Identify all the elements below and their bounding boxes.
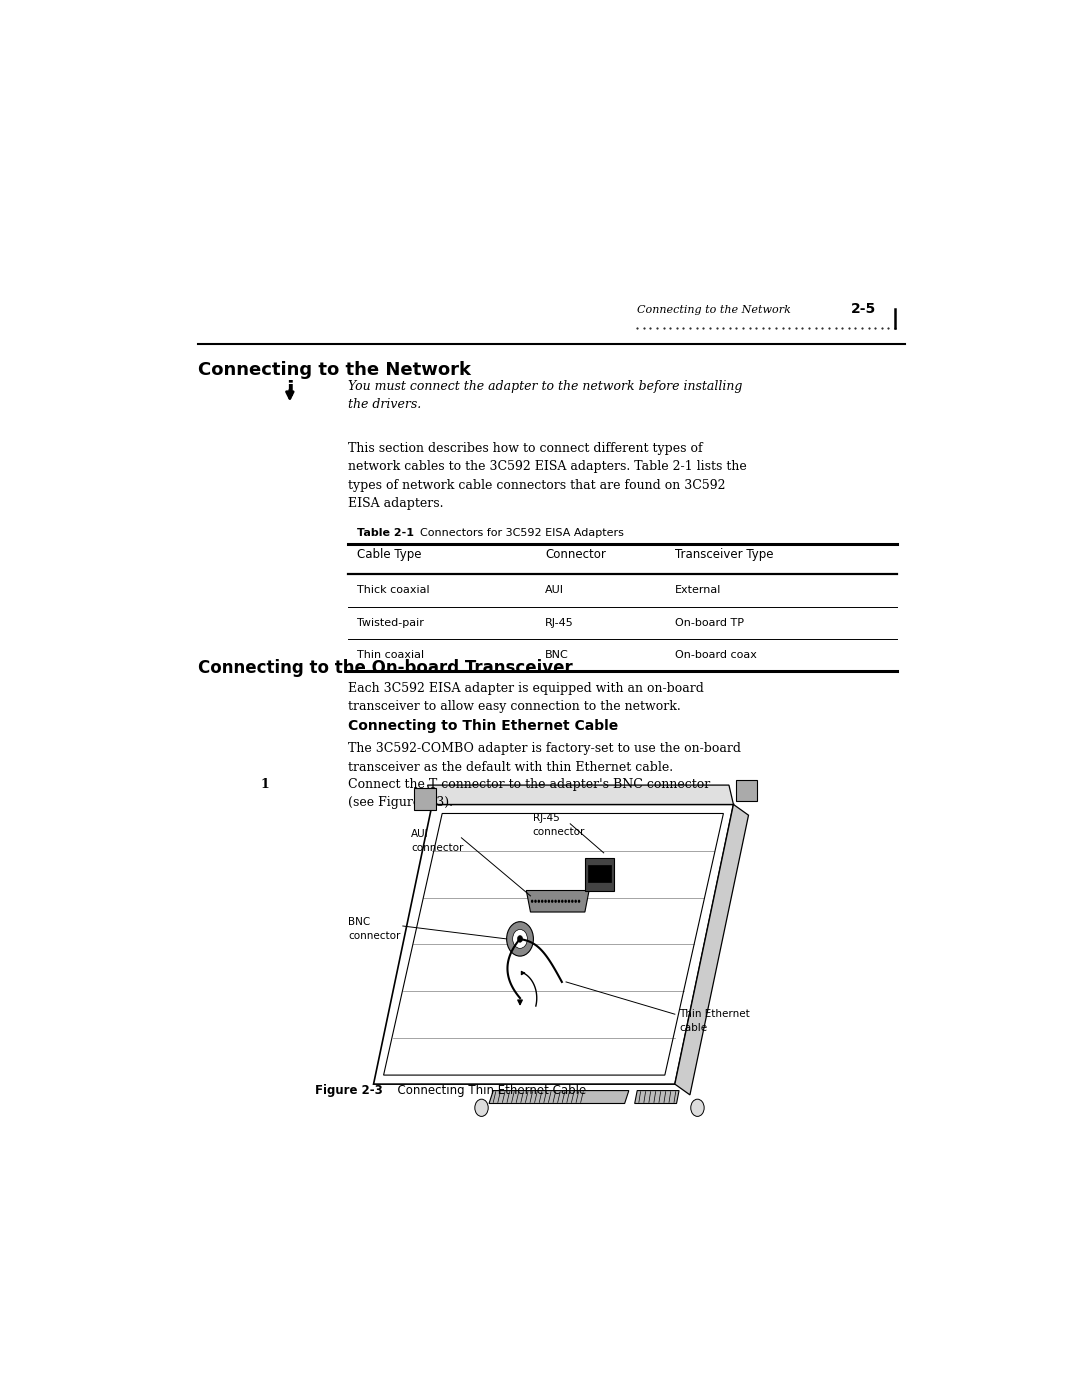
Circle shape — [578, 900, 580, 902]
Circle shape — [544, 900, 546, 902]
Polygon shape — [635, 1091, 679, 1104]
Text: 2-5: 2-5 — [851, 302, 876, 316]
Polygon shape — [374, 805, 733, 1084]
Polygon shape — [585, 858, 615, 890]
Text: BNC: BNC — [349, 918, 370, 928]
Polygon shape — [489, 1091, 629, 1104]
Circle shape — [551, 900, 554, 902]
Text: Connecting to the Network: Connecting to the Network — [637, 305, 791, 314]
Text: Thin coaxial: Thin coaxial — [356, 650, 424, 659]
Circle shape — [513, 929, 527, 949]
Circle shape — [535, 900, 537, 902]
Polygon shape — [589, 865, 611, 882]
Text: RJ-45: RJ-45 — [545, 617, 573, 627]
Circle shape — [565, 900, 567, 902]
Circle shape — [568, 900, 570, 902]
Text: Connecting Thin Ethernet Cable: Connecting Thin Ethernet Cable — [390, 1084, 586, 1097]
Text: Each 3C592 EISA adapter is equipped with an on-board
transceiver to allow easy c: Each 3C592 EISA adapter is equipped with… — [349, 682, 704, 714]
Circle shape — [538, 900, 540, 902]
Circle shape — [557, 900, 561, 902]
Text: Connectors for 3C592 EISA Adapters: Connectors for 3C592 EISA Adapters — [420, 528, 623, 538]
Text: AUI: AUI — [545, 585, 564, 595]
Polygon shape — [526, 890, 589, 912]
Circle shape — [541, 900, 543, 902]
Text: Connecting to the On-board Transceiver: Connecting to the On-board Transceiver — [198, 659, 572, 678]
Circle shape — [554, 900, 557, 902]
Circle shape — [561, 900, 564, 902]
Text: Figure 2-3: Figure 2-3 — [315, 1084, 382, 1097]
Text: On-board coax: On-board coax — [675, 650, 757, 659]
Text: connector: connector — [411, 844, 463, 854]
Text: 1: 1 — [260, 778, 269, 791]
Text: BNC: BNC — [545, 650, 569, 659]
Text: Twisted-pair: Twisted-pair — [356, 617, 423, 627]
Text: On-board TP: On-board TP — [675, 617, 744, 627]
Text: Transceiver Type: Transceiver Type — [675, 549, 773, 562]
Circle shape — [575, 900, 577, 902]
Polygon shape — [735, 780, 757, 802]
Text: connector: connector — [532, 827, 585, 837]
Text: Thin Ethernet: Thin Ethernet — [679, 1009, 750, 1018]
Text: AUI: AUI — [411, 830, 429, 840]
Text: Cable Type: Cable Type — [356, 549, 421, 562]
Text: Table 2-1: Table 2-1 — [356, 528, 414, 538]
Circle shape — [548, 900, 550, 902]
Text: Connect the T connector to the adapter's BNC connector
(see Figure 2-3).: Connect the T connector to the adapter's… — [349, 778, 711, 809]
Text: Thick coaxial: Thick coaxial — [356, 585, 430, 595]
Text: i: i — [286, 380, 294, 400]
Text: RJ-45: RJ-45 — [532, 813, 559, 823]
Circle shape — [691, 1099, 704, 1116]
Text: cable: cable — [679, 1023, 707, 1032]
Text: The 3C592-COMBO adapter is factory-set to use the on-board
transceiver as the de: The 3C592-COMBO adapter is factory-set t… — [349, 742, 742, 774]
Text: Connecting to the Network: Connecting to the Network — [198, 362, 471, 379]
Text: Connecting to Thin Ethernet Cable: Connecting to Thin Ethernet Cable — [349, 719, 619, 733]
Text: This section describes how to connect different types of
network cables to the 3: This section describes how to connect di… — [349, 441, 747, 510]
Circle shape — [531, 900, 534, 902]
Circle shape — [571, 900, 573, 902]
Circle shape — [475, 1099, 488, 1116]
Text: Connector: Connector — [545, 549, 606, 562]
Polygon shape — [414, 788, 436, 810]
Text: connector: connector — [349, 932, 401, 942]
Text: External: External — [675, 585, 721, 595]
Circle shape — [517, 936, 523, 943]
Circle shape — [507, 922, 534, 956]
Polygon shape — [675, 805, 748, 1095]
Polygon shape — [428, 785, 733, 805]
Text: You must connect the adapter to the network before installing
the drivers.: You must connect the adapter to the netw… — [349, 380, 743, 411]
